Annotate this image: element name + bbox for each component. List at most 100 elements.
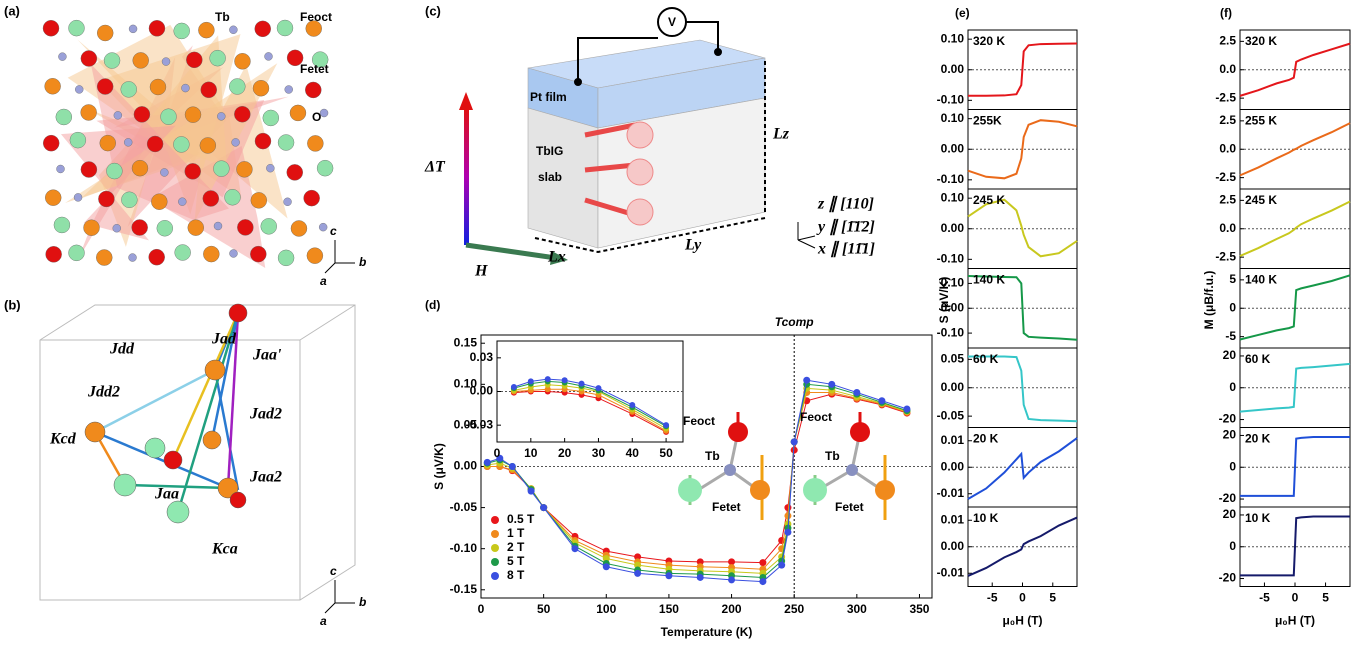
atom	[231, 138, 240, 147]
atom	[131, 159, 149, 177]
y-axis-label: S (μV/K)	[432, 443, 446, 490]
y-tick-label: 0.00	[941, 300, 965, 314]
gradient-label: ΔT	[424, 159, 446, 176]
curve-label: 320 K	[973, 34, 1005, 48]
atom	[133, 106, 151, 123]
atom	[184, 163, 201, 180]
axis-label: y ∥ [1̄1̄2]	[816, 219, 875, 236]
atom	[209, 49, 226, 67]
cell-box	[39, 304, 356, 601]
atom	[277, 134, 295, 151]
data-point	[778, 561, 786, 569]
curve-label: 10 K	[1245, 511, 1271, 525]
data-point	[561, 377, 568, 384]
y-tick-label: 0	[1229, 459, 1236, 473]
series-line	[967, 274, 1078, 341]
data-point	[784, 528, 792, 536]
legend-label: 1 T	[507, 526, 525, 540]
atom	[75, 85, 84, 94]
y-tick-label: 0.01	[941, 512, 965, 526]
data-point	[527, 378, 534, 385]
film-label: Pt film	[530, 90, 567, 104]
data-point	[853, 389, 861, 397]
atom	[80, 161, 98, 178]
y-tick-label: -0.10	[937, 92, 965, 106]
atom	[254, 20, 271, 38]
length-label: Ly	[684, 237, 702, 254]
atom-label: O	[312, 110, 321, 124]
x-axis-label: Temperature (K)	[661, 625, 753, 639]
series-line	[968, 42, 1078, 97]
atom	[42, 20, 60, 37]
atom	[58, 52, 67, 61]
curve-label: 20 K	[1245, 432, 1271, 446]
atom	[198, 21, 215, 39]
data-point	[483, 458, 491, 466]
x-tick-label: 50	[659, 446, 673, 460]
y-tick-label: 20	[1223, 507, 1237, 521]
y-tick-label: -2.5	[1215, 90, 1236, 104]
atom	[99, 134, 116, 152]
panel-label: (e)	[955, 6, 970, 20]
coupling-label: Jad	[211, 331, 237, 348]
x-tick-label: 5	[1322, 591, 1329, 605]
atom	[128, 24, 138, 34]
atom	[106, 162, 123, 180]
curve-label: 60 K	[973, 352, 999, 366]
atom	[260, 218, 277, 235]
data-point	[571, 545, 579, 553]
data-point	[696, 558, 704, 566]
atom	[181, 83, 190, 93]
legend-marker	[491, 516, 499, 524]
axis-label: z ∥ [110]	[817, 196, 874, 213]
y-tick-label: 0.00	[941, 380, 965, 394]
atom	[250, 192, 268, 209]
atom	[56, 164, 65, 174]
atom	[316, 159, 334, 177]
curve-label: 140 K	[973, 273, 1005, 287]
panel-label: (c)	[425, 3, 441, 18]
legend-marker	[491, 544, 499, 552]
atom	[151, 193, 168, 210]
y-tick-label: 0.03	[470, 350, 494, 364]
slab-label: slab	[538, 170, 562, 184]
series-line	[1240, 515, 1350, 577]
y-tick-label: -2.5	[1215, 170, 1236, 184]
atom	[290, 220, 308, 237]
panel-label: (a)	[4, 3, 20, 18]
x-tick-label: -5	[1259, 591, 1270, 605]
y-tick-label: -0.15	[450, 582, 478, 596]
y-tick-label: 20	[1223, 428, 1237, 442]
atom	[252, 80, 270, 97]
y-tick-label: 0.00	[454, 459, 478, 473]
x-tick-label: 20	[558, 446, 572, 460]
atom	[286, 49, 304, 67]
y-tick-label: -0.10	[937, 172, 965, 186]
y-tick-label: 0.05	[454, 418, 478, 432]
y-tick-label: 2.5	[1219, 34, 1236, 48]
axis-triad	[324, 240, 355, 274]
curve-label: 245 K	[973, 193, 1005, 207]
x-tick-label: 40	[626, 446, 640, 460]
panel-label: (f)	[1220, 6, 1232, 20]
gradient-arrow	[464, 108, 469, 245]
field-arrow	[550, 251, 568, 265]
spin-label: Tb	[705, 449, 720, 463]
x-tick-label: 300	[847, 602, 867, 616]
y-tick-label: 20	[1223, 348, 1237, 362]
data-point	[663, 422, 670, 429]
atom	[128, 253, 137, 262]
data-point	[602, 555, 610, 563]
atom	[186, 51, 203, 69]
y-tick-label: 0	[1229, 380, 1236, 394]
atom	[80, 104, 97, 121]
atom	[44, 78, 61, 95]
atom	[289, 104, 307, 122]
series-line	[967, 198, 1078, 258]
y-tick-label: -20	[1219, 491, 1237, 505]
atom	[68, 244, 85, 262]
spin-arrows	[584, 121, 654, 226]
data-point	[540, 504, 548, 512]
atom	[305, 20, 322, 37]
length-label: Lx	[547, 249, 566, 266]
